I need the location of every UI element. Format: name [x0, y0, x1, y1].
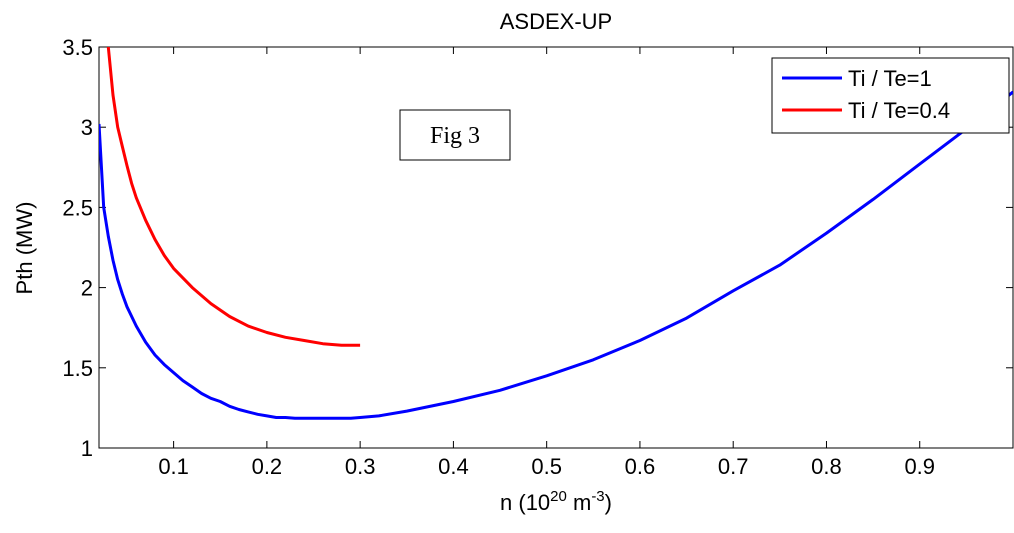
- y-tick-label: 2.5: [62, 195, 93, 220]
- series-lines: [99, 47, 1013, 420]
- y-axis-ticks: 1 1.5 2 2.5 3 3.5: [62, 35, 1013, 461]
- legend: Ti / Te=1 Ti / Te=0.4: [771, 57, 1010, 134]
- x-tick-label: 0.5: [531, 454, 562, 479]
- y-tick-label: 1.5: [62, 356, 93, 381]
- legend-label-series-2: Ti / Te=0.4: [848, 98, 950, 123]
- x-axis-ticks: 0.1 0.2 0.3 0.4 0.5 0.6 0.7 0.8 0.9: [158, 47, 935, 479]
- series-line-2: [106, 47, 361, 347]
- x-tick-label: 0.4: [438, 454, 469, 479]
- y-axis-label: Pth (MW): [12, 202, 37, 295]
- x-tick-label: 0.3: [345, 454, 376, 479]
- y-tick-label: 2: [81, 276, 93, 301]
- y-tick-label: 3.5: [62, 35, 93, 60]
- series-line-1: [99, 90, 1013, 420]
- chart-title: ASDEX-UP: [500, 9, 612, 34]
- y-tick-label: 3: [81, 115, 93, 140]
- x-tick-label: 0.9: [904, 454, 935, 479]
- annotation-text: Fig 3: [430, 123, 480, 149]
- y-tick-label: 1: [81, 436, 93, 461]
- x-tick-label: 0.8: [811, 454, 842, 479]
- legend-label-series-1: Ti / Te=1: [848, 66, 932, 91]
- x-tick-label: 0.1: [158, 454, 189, 479]
- x-tick-label: 0.6: [625, 454, 656, 479]
- x-axis-label: n (1020 m-3): [500, 488, 612, 515]
- x-tick-label: 0.7: [718, 454, 749, 479]
- x-tick-label: 0.2: [252, 454, 283, 479]
- annotation-box: Fig 3: [399, 109, 511, 161]
